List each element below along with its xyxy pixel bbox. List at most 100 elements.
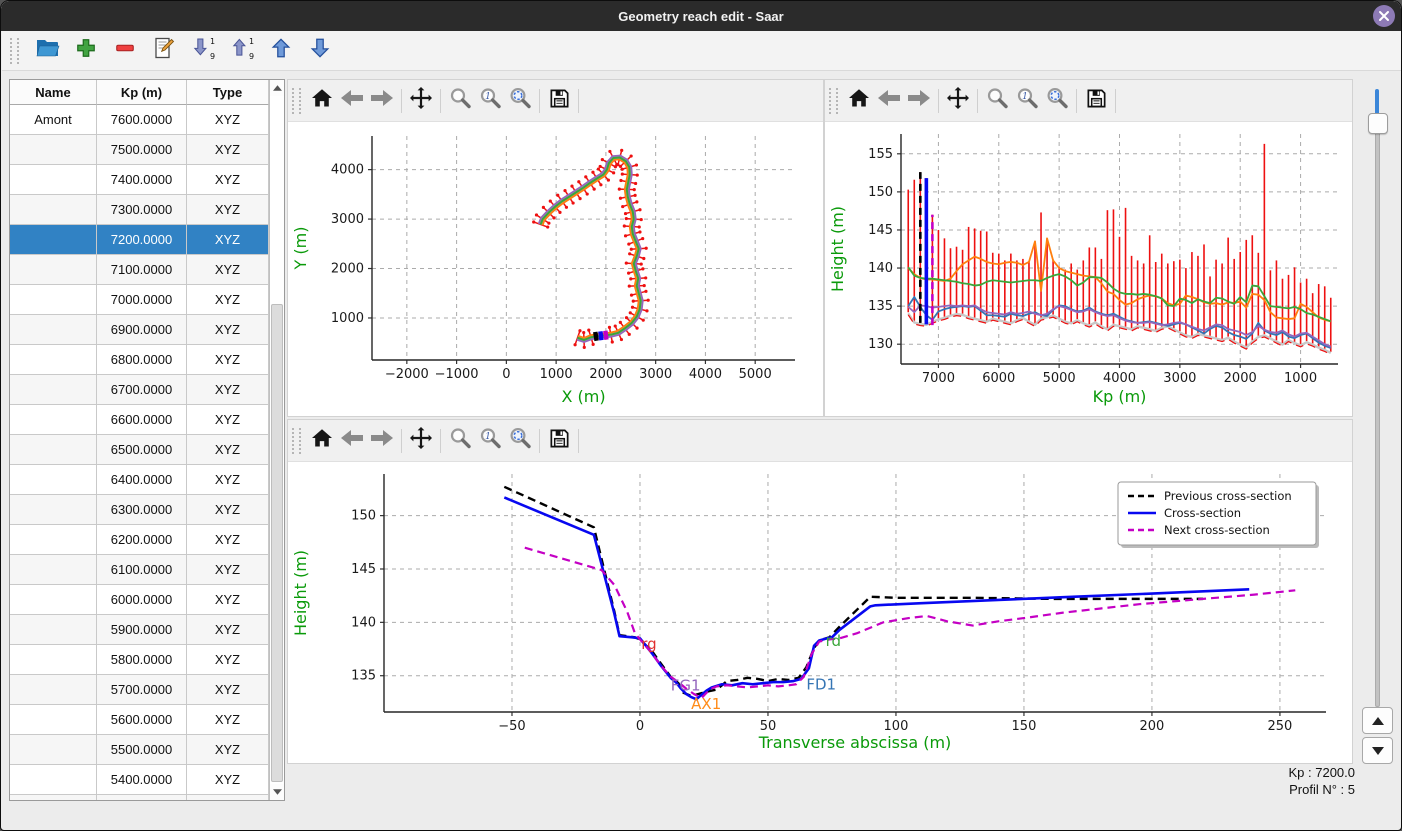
- table-cell[interactable]: [10, 705, 97, 735]
- table-cell[interactable]: 6500.0000: [97, 435, 187, 465]
- table-cell[interactable]: [10, 405, 97, 435]
- table-cell[interactable]: XYZ: [187, 345, 269, 375]
- table-cell[interactable]: 5900.0000: [97, 615, 187, 645]
- column-header[interactable]: Kp (m): [97, 80, 187, 105]
- table-row[interactable]: 6300.0000 XYZ: [10, 495, 269, 525]
- table-cell[interactable]: XYZ: [187, 615, 269, 645]
- table-cell[interactable]: 6200.0000: [97, 525, 187, 555]
- table-row[interactable]: 6700.0000 XYZ: [10, 375, 269, 405]
- table-cell[interactable]: 7400.0000: [97, 165, 187, 195]
- table-row[interactable]: 5600.0000 XYZ: [10, 705, 269, 735]
- zoom-button[interactable]: [982, 86, 1012, 116]
- table-row[interactable]: 6400.0000 XYZ: [10, 465, 269, 495]
- table-row[interactable]: 7500.0000 XYZ: [10, 135, 269, 165]
- table-cell[interactable]: 6800.0000: [97, 345, 187, 375]
- table-cell[interactable]: XYZ: [187, 135, 269, 165]
- table-cell[interactable]: 7300.0000: [97, 195, 187, 225]
- table-cell[interactable]: 5400.0000: [97, 765, 187, 795]
- save-button[interactable]: [544, 86, 574, 116]
- titlebar[interactable]: Geometry reach edit - Saar: [1, 1, 1401, 31]
- save-button[interactable]: [544, 426, 574, 456]
- table-cell[interactable]: XYZ: [187, 735, 269, 765]
- table-cell[interactable]: XYZ: [187, 795, 269, 800]
- table-scrollbar[interactable]: [269, 80, 284, 800]
- table-cell[interactable]: XYZ: [187, 255, 269, 285]
- forward-button[interactable]: [367, 86, 397, 116]
- table-row[interactable]: 5400.0000 XYZ: [10, 765, 269, 795]
- move-up-button[interactable]: [267, 37, 295, 65]
- table-cell[interactable]: XYZ: [187, 195, 269, 225]
- table-scroll-down-button[interactable]: [270, 784, 284, 800]
- table-row[interactable]: Amont 7600.0000 XYZ: [10, 105, 269, 135]
- slider-groove[interactable]: [1375, 117, 1380, 707]
- table-cell[interactable]: XYZ: [187, 495, 269, 525]
- zoom-button[interactable]: [445, 86, 475, 116]
- toolbar-drag-handle[interactable]: [292, 427, 301, 454]
- table-cell[interactable]: Amont: [10, 105, 97, 135]
- table-row[interactable]: 5900.0000 XYZ: [10, 615, 269, 645]
- table-cell[interactable]: [10, 135, 97, 165]
- table-scroll-up-button[interactable]: [270, 80, 284, 96]
- table-row[interactable]: 6600.0000 XYZ: [10, 405, 269, 435]
- table-cell[interactable]: 6400.0000: [97, 465, 187, 495]
- table-row[interactable]: 6100.0000 XYZ: [10, 555, 269, 585]
- zoom-one-button[interactable]: 1: [1012, 86, 1042, 116]
- table-cell[interactable]: [10, 315, 97, 345]
- back-button[interactable]: [337, 426, 367, 456]
- table-cell[interactable]: XYZ: [187, 375, 269, 405]
- table-cell[interactable]: 5500.0000: [97, 735, 187, 765]
- column-header[interactable]: Name: [10, 80, 97, 105]
- table-cell[interactable]: 7200.0000: [97, 225, 187, 255]
- table-cell[interactable]: XYZ: [187, 705, 269, 735]
- table-cell[interactable]: XYZ: [187, 645, 269, 675]
- table-cell[interactable]: XYZ: [187, 465, 269, 495]
- table-cell[interactable]: XYZ: [187, 315, 269, 345]
- home-button[interactable]: [307, 426, 337, 456]
- pan-button[interactable]: [406, 86, 436, 116]
- table-row[interactable]: 7100.0000 XYZ: [10, 255, 269, 285]
- table-scroll-thumb[interactable]: [271, 304, 283, 782]
- table-cell[interactable]: XYZ: [187, 165, 269, 195]
- table-cell[interactable]: 6000.0000: [97, 585, 187, 615]
- remove-button[interactable]: [111, 37, 139, 65]
- table-cell[interactable]: XYZ: [187, 225, 269, 255]
- table-cell[interactable]: XYZ: [187, 585, 269, 615]
- table-row[interactable]: 7400.0000 XYZ: [10, 165, 269, 195]
- save-button[interactable]: [1081, 86, 1111, 116]
- pan-button[interactable]: [406, 426, 436, 456]
- profile-plot[interactable]: 7000 6000 5000 4000 3000 2000 1000 130 135 140 145…: [825, 122, 1352, 416]
- table-cell[interactable]: [10, 465, 97, 495]
- forward-button[interactable]: [904, 86, 934, 116]
- table-cell[interactable]: 6900.0000: [97, 315, 187, 345]
- table-cell[interactable]: [10, 195, 97, 225]
- toolbar-drag-handle[interactable]: [292, 87, 301, 114]
- add-button[interactable]: [72, 37, 100, 65]
- table-cell[interactable]: 5600.0000: [97, 705, 187, 735]
- table-row[interactable]: 7300.0000 XYZ: [10, 195, 269, 225]
- table-row[interactable]: 6500.0000 XYZ: [10, 435, 269, 465]
- table-cell[interactable]: [10, 615, 97, 645]
- table-cell[interactable]: XYZ: [187, 765, 269, 795]
- back-button[interactable]: [337, 86, 367, 116]
- profile-position-slider[interactable]: [1367, 87, 1388, 707]
- table-cell[interactable]: XYZ: [187, 405, 269, 435]
- column-header[interactable]: Type: [187, 80, 269, 105]
- table-cell[interactable]: [10, 555, 97, 585]
- table-cell[interactable]: [10, 765, 97, 795]
- table-cell[interactable]: XYZ: [187, 285, 269, 315]
- table-cell[interactable]: XYZ: [187, 435, 269, 465]
- table-cell[interactable]: 6300.0000: [97, 495, 187, 525]
- table-cell[interactable]: [10, 735, 97, 765]
- table-row[interactable]: 5500.0000 XYZ: [10, 735, 269, 765]
- zoom-one-button[interactable]: 1: [475, 426, 505, 456]
- table-cell[interactable]: XYZ: [187, 555, 269, 585]
- slider-groove-filled[interactable]: [1375, 89, 1379, 115]
- table-cell[interactable]: 7100.0000: [97, 255, 187, 285]
- pan-button[interactable]: [943, 86, 973, 116]
- table-cell[interactable]: [10, 375, 97, 405]
- table-row[interactable]: 5800.0000 XYZ: [10, 645, 269, 675]
- home-button[interactable]: [307, 86, 337, 116]
- table-cell[interactable]: [10, 675, 97, 705]
- table-cell[interactable]: 5300.0000: [97, 795, 187, 800]
- zoom-button[interactable]: [445, 426, 475, 456]
